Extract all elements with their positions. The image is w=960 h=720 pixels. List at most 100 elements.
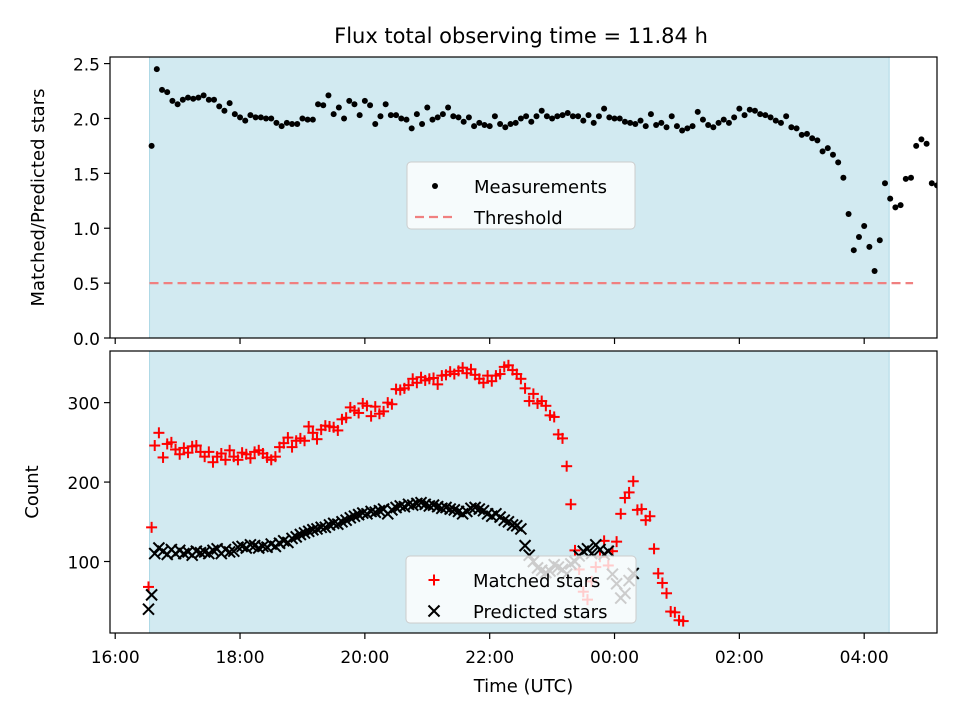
measurement-point bbox=[710, 124, 717, 131]
measurement-point bbox=[190, 95, 197, 102]
matched-star-point bbox=[303, 420, 315, 432]
measurement-point bbox=[200, 92, 207, 99]
predicted-star-point bbox=[145, 588, 158, 602]
measurement-point bbox=[517, 115, 524, 122]
measurement-point bbox=[226, 100, 233, 107]
x-tick-label: 16:00 bbox=[91, 648, 140, 668]
measurement-point bbox=[148, 142, 155, 149]
measurement-point bbox=[814, 137, 821, 144]
measurement-point bbox=[211, 96, 218, 103]
measurement-point bbox=[216, 103, 223, 110]
measurement-point bbox=[772, 117, 779, 124]
measurement-point bbox=[590, 119, 597, 126]
measurement-point bbox=[564, 109, 571, 116]
measurement-point bbox=[346, 97, 353, 104]
predicted-star-point bbox=[602, 544, 615, 558]
matched-star-point bbox=[623, 486, 635, 498]
measurement-point bbox=[907, 174, 914, 181]
measurement-point bbox=[460, 118, 467, 125]
matched-star-point bbox=[203, 446, 215, 458]
measurement-point bbox=[861, 223, 868, 230]
measurement-point bbox=[923, 140, 930, 147]
measurement-point bbox=[793, 125, 800, 132]
measurement-point bbox=[902, 175, 909, 182]
plot-area bbox=[142, 359, 689, 627]
y-tick-label: 300 bbox=[68, 395, 100, 415]
matched-star-point bbox=[149, 440, 161, 452]
predicted-star-point bbox=[473, 502, 486, 516]
matched-star-point bbox=[369, 401, 381, 413]
measurement-point bbox=[419, 120, 426, 127]
measurement-point bbox=[455, 114, 462, 121]
matched-star-point bbox=[519, 382, 531, 394]
matched-star-point bbox=[278, 437, 290, 449]
matched-star-point bbox=[644, 510, 656, 522]
predicted-star-point bbox=[335, 515, 349, 528]
measurement-point bbox=[252, 114, 259, 121]
measurement-point bbox=[335, 104, 342, 111]
legend-label: Measurements bbox=[474, 177, 607, 198]
predicted-star-point bbox=[206, 544, 220, 557]
measurement-point bbox=[491, 113, 498, 120]
x-tick-label: 18:00 bbox=[216, 648, 265, 668]
matched-star-point bbox=[157, 451, 169, 463]
measurement-point bbox=[159, 86, 166, 93]
predicted-star-point bbox=[373, 504, 386, 517]
measurement-point bbox=[715, 119, 722, 126]
measurement-point bbox=[231, 111, 238, 118]
measurement-point bbox=[393, 112, 400, 119]
measurement-point bbox=[595, 113, 602, 120]
measurement-point bbox=[221, 107, 228, 114]
matched-star-point bbox=[557, 432, 569, 444]
measurement-point bbox=[273, 119, 280, 126]
measurement-point bbox=[164, 89, 171, 96]
matched-star-point bbox=[465, 363, 477, 375]
measurement-point bbox=[497, 120, 504, 127]
x-tick-label: 02:00 bbox=[715, 648, 764, 668]
legend-label: Predicted stars bbox=[473, 602, 607, 623]
matched-star-point bbox=[146, 521, 158, 533]
matched-star-point bbox=[656, 577, 668, 589]
measurement-point bbox=[871, 268, 878, 275]
measurement-point bbox=[653, 122, 660, 129]
measurement-point bbox=[746, 106, 753, 113]
y-tick-label: 0.0 bbox=[73, 330, 100, 350]
matched-star-point bbox=[648, 543, 660, 555]
matched-star-point bbox=[486, 375, 498, 387]
y-tick-label: 1.5 bbox=[73, 165, 100, 185]
y-tick-label: 200 bbox=[68, 474, 100, 494]
matched-star-point bbox=[548, 411, 560, 423]
measurement-point bbox=[179, 96, 186, 103]
matched-star-point bbox=[286, 441, 298, 453]
measurement-point bbox=[559, 112, 566, 119]
matched-star-point bbox=[627, 475, 639, 487]
matched-star-point bbox=[523, 395, 535, 407]
measurement-point bbox=[616, 115, 623, 122]
x-tick-label: 22:00 bbox=[465, 648, 514, 668]
predicted-star-point bbox=[448, 503, 461, 517]
matched-star-point bbox=[661, 587, 673, 599]
matched-star-point bbox=[190, 440, 202, 452]
measurement-point bbox=[845, 210, 852, 217]
measurement-point bbox=[195, 94, 202, 101]
measurement-point bbox=[720, 116, 727, 123]
measurement-point bbox=[637, 117, 644, 124]
measurement-point bbox=[185, 94, 192, 101]
measurement-point bbox=[481, 122, 488, 129]
measurement-point bbox=[289, 120, 296, 127]
measurement-point bbox=[663, 124, 670, 131]
predicted-star-point bbox=[298, 526, 311, 540]
measurement-point bbox=[569, 113, 576, 120]
measurement-point bbox=[892, 204, 899, 211]
measurement-point bbox=[153, 66, 160, 73]
matched-star-point bbox=[432, 378, 444, 390]
y-tick-label: 1.0 bbox=[73, 220, 100, 240]
matched-star-point bbox=[232, 454, 244, 466]
matched-star-point bbox=[403, 379, 415, 391]
measurement-point bbox=[798, 131, 805, 138]
measurement-point bbox=[731, 114, 738, 121]
legend-dot-marker bbox=[432, 183, 438, 189]
measurement-point bbox=[294, 120, 301, 127]
predicted-star-point bbox=[344, 511, 357, 525]
predicted-star-point bbox=[348, 510, 361, 523]
